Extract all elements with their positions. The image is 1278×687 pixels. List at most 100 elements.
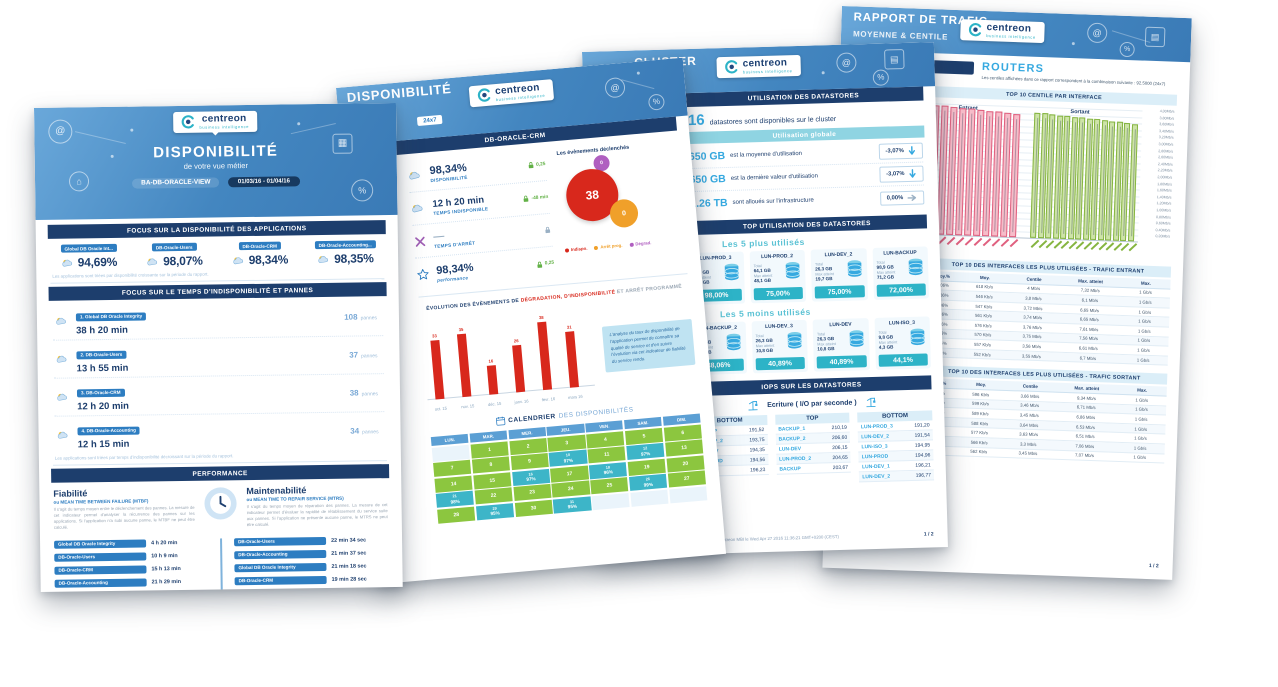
traffic-value: 1 Gb/s [1134,435,1147,442]
month-label: nov. 15 [460,403,475,410]
centreon-logo-icon [968,23,982,37]
deco-dot [636,71,640,75]
datastore-name: LUN-DEV_2 [824,251,853,259]
traffic-value: 596 Kb/s [972,391,990,398]
datastore-card-body: Total 9,8 GB Max atteint 4,3 GB [878,328,926,353]
datastore-name: LUN-DEV_3 [765,323,793,330]
mtbf-title: Fiabilité [53,488,88,499]
datastore-name: LUN-PROD_2 [779,455,812,463]
mtrs-list: DB-Oracle-Users 22 min 34 sec DB-Oracle-Ac… [234,536,389,590]
failure-count-block: 108 pannes [344,312,378,322]
traffic-value: 3,55 Mb/s [1021,353,1041,359]
page4-header: RAPPORT DE TRAFIC MOYENNE & CENTILE cent… [840,6,1192,63]
failure-count: 34 [350,426,360,436]
y-axis-labels: 4,00Mb/s 3,80Mb/s 3,60Mb/s 3,40Mb/s 3,20Mb/s… [1138,109,1177,244]
downtime-value: 12 h 15 min [77,438,130,451]
mtbf-row: DB-Oracle-Users 10 h 9 min [54,551,208,562]
calendar-day-cell: 19 [627,458,666,476]
page-number: 1 / 2 [923,531,934,538]
downtime-delta: -48 min [522,193,549,204]
usage-percent: 72,00% [876,283,926,297]
availability-calendar: CALENDRIER DES DISPONIBILITÉS LUN. MAR. ME… [365,389,721,528]
calendar-day-cell: 30 [514,499,553,517]
calendar-day-cell: 20 [666,454,705,473]
application-availability: DB-Oracle-CRM 98,34% [217,241,303,267]
event-bar-value: 31 [566,324,572,330]
deco-dot [821,71,825,75]
calendar-title: CALENDRIER DES DISPONIBILITÉS [429,399,699,432]
traffic-value: 1 Gb/s [1133,445,1147,451]
calendar-empty-cell [630,489,669,507]
calendar-icon [495,416,506,427]
centreon-logo-icon [725,60,738,74]
logo-text: centreon business intelligence [199,113,249,129]
column-header: Moy. [976,382,987,388]
traffic-value: 1 Gb/s [1136,357,1150,363]
crane-icon [864,396,876,408]
iops-table: TOP BACKUP_1 210,19 BACKUP_2 206,60 LUN-DEV 20… [774,412,852,485]
iops-value: 204,65 [832,454,848,461]
mtbf-description: Il s'agit du temps moyen entre le déclen… [53,504,195,530]
iops-value: 196,21 [915,461,931,469]
traffic-value: 557 Kb/s [973,341,992,348]
business-view-badge: BA-DB-ORACLE-VIEW [132,177,220,189]
page1-header: @ ⌂ ▦ % centreon business intelligence D… [34,102,398,220]
traffic-value: 1 Gb/s [1134,425,1148,432]
event-bar [537,321,553,391]
centreon-logo: centreon business intelligence [173,110,258,133]
downtime-row-main: 4. DB-Oracle-Accounting 12 h 15 min [77,416,350,451]
traffic-value: 3,75 Mb/s [1022,333,1042,340]
failure-count-block: 38 pannes [350,388,378,397]
server-icon: ▤ [1144,26,1166,48]
total-value: 64,1 GB [753,267,771,274]
calendar-day-number: 10 [565,453,571,458]
column-header: Max. [1137,387,1148,394]
traffic-value: 588 Kb/s [971,420,989,426]
iops-value: 194,35 [749,446,765,453]
failure-label: pannes [360,315,378,322]
month-label: févr. 16 [541,396,556,403]
downtime-row: 1. Global DB Oracle Integrity 38 h 20 min… [52,298,384,341]
mtbf-subtitle: ou MEAN TIME BETWEEN FAILURE (MTBF) [53,498,149,505]
calendar-title-strong: CALENDRIER [507,412,556,424]
application-name-chip: DB-Oracle-Accounting... [314,240,376,250]
max-value: 10,8 GB [817,346,835,352]
traffic-value: 3,45 Mb/s [1018,450,1038,457]
logo-text: centreon business intelligence [742,57,793,74]
datastore-name: LUN-DEV_1 [861,463,890,470]
calendar-day-number: 12 [642,446,648,451]
iops-value: 193,75 [749,436,765,443]
mtrs-description: Il s'agit du temps moyen de réparation d… [246,502,388,527]
calendar-day-cell: 14 [434,475,473,493]
usage-percent: 40,89% [755,356,805,371]
traffic-value: 3,3 Mb/s [1019,441,1037,447]
page2-header: DISPONIBILITÉ 24x7 centreon business int… [336,57,688,146]
database-icon [909,328,927,352]
delta-value: 0,25 [544,260,555,267]
legend-item: Arrêt prog. [594,243,623,250]
centreon-logo: centreon business intelligence [716,54,801,78]
y-axis-label: 3,00Mb/s [1158,142,1174,147]
performance-block: Fiabilité ou MEAN TIME BETWEEN FAILURE (… [39,478,402,592]
calendar-availability-pct: 95% [567,503,578,510]
datastore-name: LUN-PROD [861,453,889,460]
downtime-value: 13 h 55 min [76,362,129,375]
iops-value: 191,54 [914,431,930,439]
arrow-right-icon [907,193,917,201]
downtime-value: 38 h 20 min [76,324,128,337]
traffic-value: 1 Gb/s [1138,318,1151,325]
calendar-day-cell: 6 [663,423,702,442]
deco-line [621,79,655,90]
calendar-availability-cell: 18 96% [588,461,628,479]
database-icon [847,329,865,353]
application-name-chip: 2. DB-Oracle-Users [76,350,127,359]
downtime-row: 4. DB-Oracle-Accounting 12 h 15 min 34 pann… [54,412,384,454]
calendar-day-cell: 3 [547,434,586,452]
lock-icon [522,195,530,204]
x-tick-mark [1128,243,1137,252]
month-label: janv. 16 [514,398,529,405]
column-header: Centile [1026,276,1042,282]
availability-value: 98,34% [248,252,289,268]
availability-value: 98,07% [163,253,203,269]
traffic-value: 562 Kb/s [970,449,988,455]
